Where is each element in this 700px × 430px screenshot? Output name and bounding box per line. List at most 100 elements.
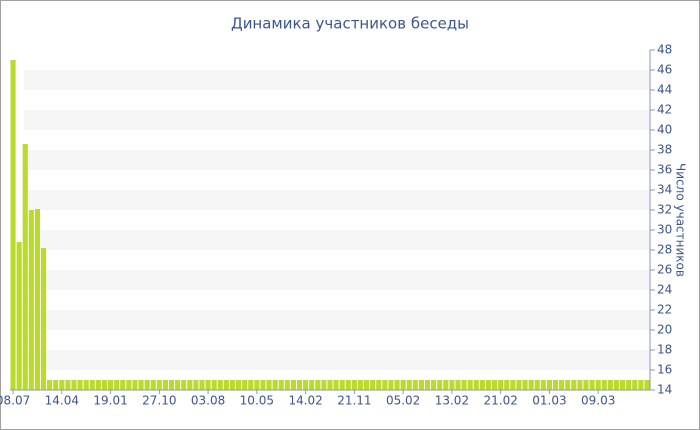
bar xyxy=(485,380,492,390)
y-tick-label: 14 xyxy=(657,383,672,397)
bar xyxy=(303,380,309,390)
x-tick-label: 27.10 xyxy=(142,394,176,408)
bar xyxy=(53,380,59,390)
y-tick-label: 20 xyxy=(657,323,672,337)
y-axis-label: Число участников xyxy=(674,163,688,277)
bar xyxy=(443,380,449,390)
bar xyxy=(613,380,620,390)
bar xyxy=(492,380,498,390)
y-tick-label: 16 xyxy=(657,363,672,377)
bar xyxy=(193,380,199,390)
y-tick-label: 26 xyxy=(657,263,672,277)
bar xyxy=(437,380,443,390)
bar xyxy=(242,380,248,390)
bar xyxy=(22,144,28,390)
bar xyxy=(223,380,229,390)
bar xyxy=(339,380,345,390)
bar xyxy=(309,380,315,390)
bar xyxy=(284,380,290,390)
bar xyxy=(28,210,34,390)
bar xyxy=(400,380,406,390)
bar xyxy=(83,380,89,390)
bar xyxy=(583,380,589,390)
bar xyxy=(296,380,303,390)
bar xyxy=(626,380,632,390)
bar xyxy=(333,380,339,390)
bar xyxy=(546,380,552,390)
y-tick-label: 36 xyxy=(657,163,672,177)
chart-title: Динамика участников беседы xyxy=(231,15,469,33)
y-tick-label: 46 xyxy=(657,63,672,77)
x-tick-label: 21.02 xyxy=(483,394,517,408)
grid-band xyxy=(24,350,650,370)
bar xyxy=(290,380,296,390)
bar xyxy=(595,380,601,390)
bar xyxy=(467,380,473,390)
bar xyxy=(589,380,595,390)
bar xyxy=(552,380,559,390)
bar xyxy=(418,380,424,390)
bar xyxy=(357,380,364,390)
bar xyxy=(47,380,53,390)
bar xyxy=(236,380,242,390)
bar xyxy=(522,380,528,390)
bar xyxy=(559,380,565,390)
x-tick-label: 14.04 xyxy=(45,394,79,408)
bar xyxy=(388,380,394,390)
x-tick-label: 03.08 xyxy=(191,394,225,408)
bar xyxy=(187,380,193,390)
y-tick-label: 18 xyxy=(657,343,672,357)
bar xyxy=(108,380,114,390)
bar xyxy=(364,380,370,390)
bar xyxy=(34,209,40,390)
bar xyxy=(528,380,534,390)
bar xyxy=(10,60,16,390)
bar xyxy=(211,380,217,390)
bar xyxy=(205,380,211,390)
bar xyxy=(272,380,278,390)
bar xyxy=(59,380,65,390)
bar xyxy=(199,380,205,390)
bar xyxy=(510,380,516,390)
bar xyxy=(120,380,126,390)
bar xyxy=(266,380,272,390)
y-tick-label: 30 xyxy=(657,223,672,237)
bar xyxy=(516,380,522,390)
y-tick-label: 38 xyxy=(657,143,672,157)
bar xyxy=(229,380,236,390)
bar xyxy=(132,380,138,390)
bar xyxy=(95,380,101,390)
bar xyxy=(278,380,284,390)
bar xyxy=(479,380,485,390)
bar xyxy=(455,380,461,390)
grid-band xyxy=(24,190,650,210)
bar xyxy=(644,380,650,390)
bar xyxy=(370,380,376,390)
y-tick-label: 40 xyxy=(657,123,672,137)
bar xyxy=(577,380,583,390)
bar xyxy=(114,380,120,390)
grid-band xyxy=(24,310,650,330)
grid-band xyxy=(24,110,650,130)
bar xyxy=(601,380,607,390)
bar xyxy=(162,380,168,390)
bar xyxy=(248,380,254,390)
bar xyxy=(394,380,400,390)
bar xyxy=(540,380,546,390)
bar xyxy=(16,242,22,390)
grid-band xyxy=(24,150,650,170)
bar xyxy=(607,380,613,390)
bar xyxy=(376,380,382,390)
bar xyxy=(40,248,47,390)
bar xyxy=(638,380,644,390)
bar xyxy=(345,380,351,390)
bar xyxy=(406,380,412,390)
x-tick-label: 10.05 xyxy=(240,394,274,408)
bar xyxy=(327,380,333,390)
x-tick-label: 14.02 xyxy=(288,394,322,408)
x-tick-label: 09.03 xyxy=(581,394,615,408)
bar xyxy=(150,380,156,390)
bar xyxy=(65,380,71,390)
y-tick-label: 42 xyxy=(657,103,672,117)
